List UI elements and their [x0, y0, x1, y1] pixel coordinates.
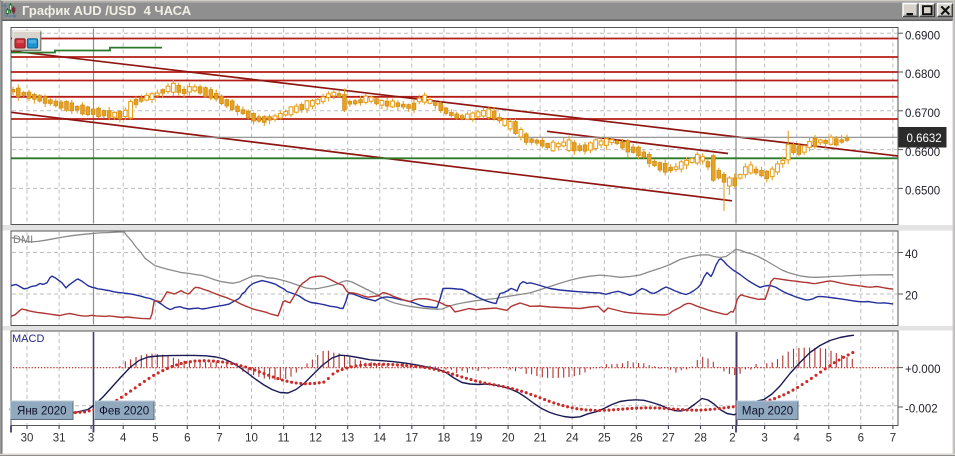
svg-text:Янв 2020: Янв 2020	[17, 406, 67, 418]
svg-text:31: 31	[53, 433, 66, 445]
svg-text:7: 7	[890, 433, 896, 445]
svg-text:Фев 2020: Фев 2020	[99, 406, 149, 418]
svg-text:10: 10	[245, 433, 258, 445]
svg-text:28: 28	[694, 433, 707, 445]
svg-text:0.6632: 0.6632	[907, 133, 942, 145]
svg-text:График AUD /USD 4 ЧАСА: График AUD /USD 4 ЧАСА	[22, 3, 192, 18]
svg-text:40: 40	[905, 249, 918, 261]
svg-text:30: 30	[21, 433, 34, 445]
svg-text:18: 18	[438, 433, 451, 445]
svg-text:4: 4	[120, 433, 127, 445]
svg-text:11: 11	[278, 433, 290, 445]
svg-text:6: 6	[184, 433, 190, 445]
svg-text:0.6900: 0.6900	[905, 30, 940, 42]
svg-text:MACD: MACD	[12, 333, 44, 345]
svg-text:6: 6	[858, 433, 864, 445]
svg-text:4: 4	[793, 433, 800, 445]
svg-text:3: 3	[761, 433, 767, 445]
svg-text:21: 21	[534, 433, 547, 445]
svg-text:7: 7	[216, 433, 222, 445]
svg-text:5: 5	[826, 433, 832, 445]
svg-text:0.6800: 0.6800	[905, 69, 940, 81]
svg-text:12: 12	[309, 433, 322, 445]
svg-text:25: 25	[598, 433, 611, 445]
svg-text:20: 20	[502, 433, 515, 445]
svg-text:3: 3	[88, 433, 94, 445]
svg-text:20: 20	[905, 290, 918, 302]
svg-text:24: 24	[566, 433, 579, 445]
svg-text:0.6500: 0.6500	[905, 186, 940, 198]
svg-text:+0.000: +0.000	[905, 364, 941, 376]
svg-text:14: 14	[373, 433, 386, 445]
svg-text:2: 2	[729, 433, 735, 445]
svg-text:5: 5	[152, 433, 158, 445]
svg-text:17: 17	[405, 433, 418, 445]
svg-text:Мар 2020: Мар 2020	[742, 406, 793, 418]
svg-text:27: 27	[662, 433, 675, 445]
svg-text:-0.002: -0.002	[905, 403, 938, 415]
svg-text:0.6600: 0.6600	[905, 147, 940, 159]
svg-text:26: 26	[630, 433, 643, 445]
svg-text:13: 13	[341, 433, 354, 445]
svg-text:0.6700: 0.6700	[905, 108, 940, 120]
svg-text:19: 19	[470, 433, 483, 445]
